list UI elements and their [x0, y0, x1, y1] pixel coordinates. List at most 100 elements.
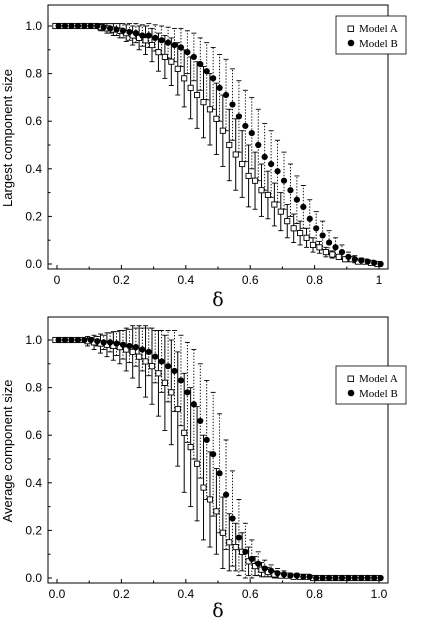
model-a-point — [181, 75, 188, 82]
model-b-point — [55, 22, 62, 30]
plot-frame — [47, 316, 389, 584]
model-b-point — [139, 32, 146, 39]
model-b-point — [235, 113, 243, 120]
model-b-point — [132, 344, 139, 351]
model-a-point — [316, 244, 323, 251]
model-b-point — [164, 39, 172, 46]
model-a-point — [168, 389, 175, 396]
x-tick-label: 1.0 — [371, 587, 388, 601]
legend-box — [335, 15, 407, 55]
model-b-point — [248, 130, 255, 137]
model-a-point — [129, 348, 136, 355]
x-tick-label: 0.6 — [242, 587, 259, 601]
model-b-point — [345, 574, 352, 582]
model-a-point — [123, 346, 130, 353]
model-b-point — [81, 336, 88, 344]
model-b-point — [371, 574, 378, 582]
model-b-point — [371, 259, 378, 266]
y-tick-label: 0.6 — [25, 114, 42, 128]
model-a-point — [161, 379, 168, 386]
model-b-point — [61, 22, 69, 30]
x-tick-label: 0.2 — [113, 587, 130, 601]
model-b-point — [377, 260, 384, 268]
model-b-point — [235, 534, 243, 541]
model-b-point — [145, 32, 152, 39]
model-b-point — [210, 75, 217, 82]
model-b-point — [287, 572, 294, 579]
model-b-point — [332, 574, 339, 582]
model-b-point — [268, 160, 275, 168]
largest-component-panel: 0 0.2 0.4 0.6 0.8 1 0.0 0.2 0.4 0.6 0.8 1.0 Largest… — [0, 4, 407, 311]
y-tick-label: 0.2 — [25, 209, 42, 223]
model-a-point — [219, 529, 226, 536]
model-a-point — [148, 41, 156, 49]
y-tick-label: 1.0 — [25, 333, 42, 347]
model-b-point — [94, 22, 101, 30]
model-b-point — [222, 491, 230, 498]
model-a-point — [232, 544, 239, 551]
model-a-point — [329, 251, 336, 258]
model-b-point — [293, 196, 300, 203]
x-tick-label: 0.4 — [177, 273, 194, 287]
model-b-point — [364, 258, 371, 265]
model-a-point — [161, 53, 168, 60]
model-b-point — [152, 353, 159, 360]
model-b-point — [177, 44, 185, 51]
model-b-point — [139, 346, 146, 353]
model-b-point — [119, 27, 127, 34]
model-b-point — [100, 24, 107, 31]
model-b-point — [229, 101, 236, 108]
model-b-point — [345, 253, 352, 260]
model-b-point — [306, 573, 313, 580]
axis-ticks: 0 0.2 0.4 0.6 0.8 1 0.0 0.2 0.4 0.6 0.8 1.0 — [25, 19, 382, 287]
model-a-point — [322, 249, 329, 256]
legend-label-model-b: Model B — [359, 38, 398, 50]
model-a-point — [335, 253, 342, 260]
model-b-point — [119, 341, 127, 348]
y-tick-label: 0.4 — [25, 476, 42, 490]
legend: Model A Model B — [335, 15, 407, 55]
model-b-point — [274, 570, 281, 577]
model-b-point — [280, 177, 288, 184]
model-b-point — [132, 30, 139, 37]
model-b-point — [261, 153, 268, 160]
model-b-point — [164, 363, 172, 370]
model-b-point — [338, 574, 346, 582]
legend-marker-model-b — [347, 39, 355, 47]
model-a-point — [174, 65, 181, 72]
y-tick-label: 0.6 — [25, 428, 42, 442]
model-a-point — [245, 172, 252, 179]
model-a-point — [200, 99, 207, 106]
model-b-point — [300, 573, 307, 580]
model-a-point — [187, 444, 194, 451]
model-a-point — [264, 191, 271, 199]
legend-box — [335, 365, 407, 405]
model-b-point — [351, 256, 358, 263]
model-a-point — [297, 230, 304, 237]
x-tick-label: 0.6 — [242, 273, 259, 287]
x-tick-label: 0.2 — [113, 273, 130, 287]
model-b-point — [248, 555, 255, 563]
model-b-point — [325, 574, 333, 582]
model-b-point — [190, 401, 197, 408]
model-b-point — [177, 377, 185, 384]
model-a-point — [232, 151, 239, 158]
x-tick-label: 1 — [376, 273, 383, 287]
y-tick-label: 0.0 — [25, 257, 42, 271]
legend-marker-model-a — [347, 25, 354, 32]
x-axis-label: δ — [212, 600, 223, 622]
legend-marker-model-a — [347, 375, 354, 382]
model-b-point — [74, 22, 82, 30]
model-a-point — [213, 115, 220, 122]
x-tick-label: 0.8 — [306, 587, 323, 601]
model-b-point — [255, 560, 262, 567]
model-b-point — [158, 37, 165, 44]
model-a-point — [303, 234, 310, 241]
model-b-point — [113, 26, 120, 33]
model-b-point — [55, 336, 62, 344]
model-b-point — [68, 336, 75, 344]
model-a-point — [155, 370, 162, 377]
error-bars — [85, 23, 364, 264]
model-b-point — [313, 574, 320, 582]
